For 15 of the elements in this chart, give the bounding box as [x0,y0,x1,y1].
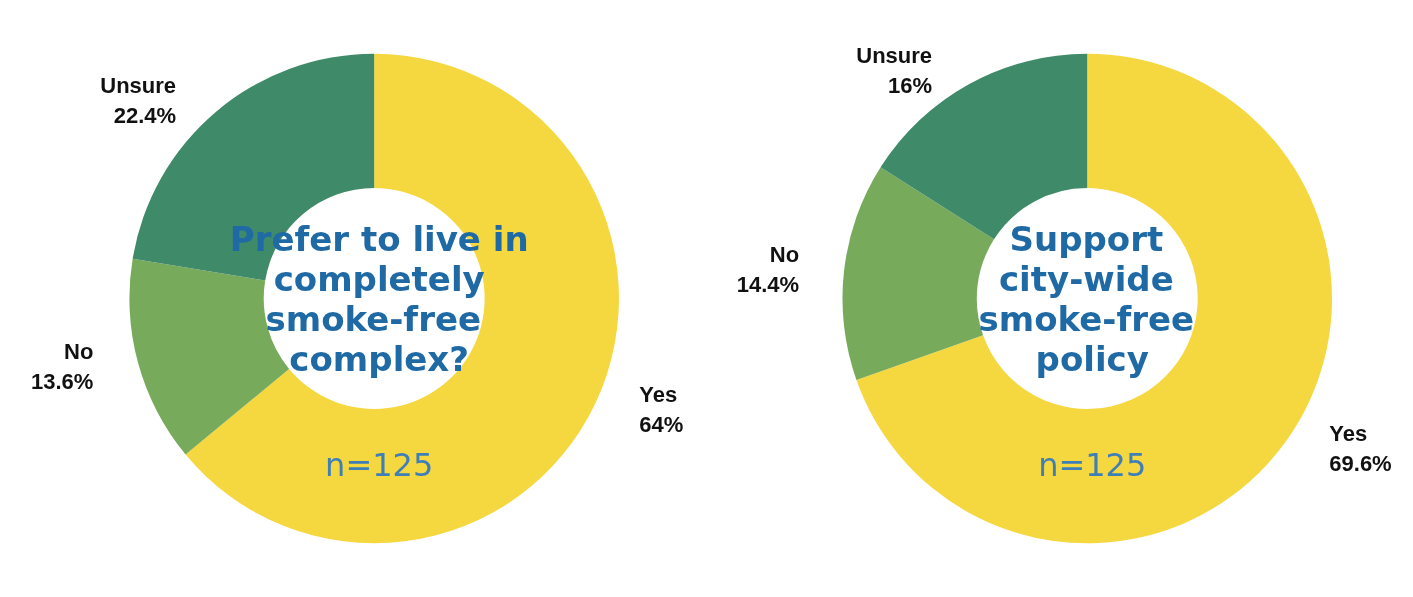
slice-label: Unsure [100,72,177,98]
data-label: 69.6% [1329,451,1392,477]
text: n=125 [1038,445,1147,484]
slice-label: Unsure [856,43,933,69]
slice-label: Yes [639,381,678,407]
data-label: 13.6% [31,368,94,394]
data-label: 22.4% [113,102,177,128]
data-label: 64% [639,411,684,437]
data-label: 14.4% [736,271,800,297]
data-label: 16% [888,73,933,99]
slice-label: No [64,338,94,364]
text: n=125 [325,445,434,484]
text: Support city-wide smoke-free policy [978,218,1206,379]
slice-label: Yes [1329,421,1368,447]
slice-label: No [769,241,800,267]
